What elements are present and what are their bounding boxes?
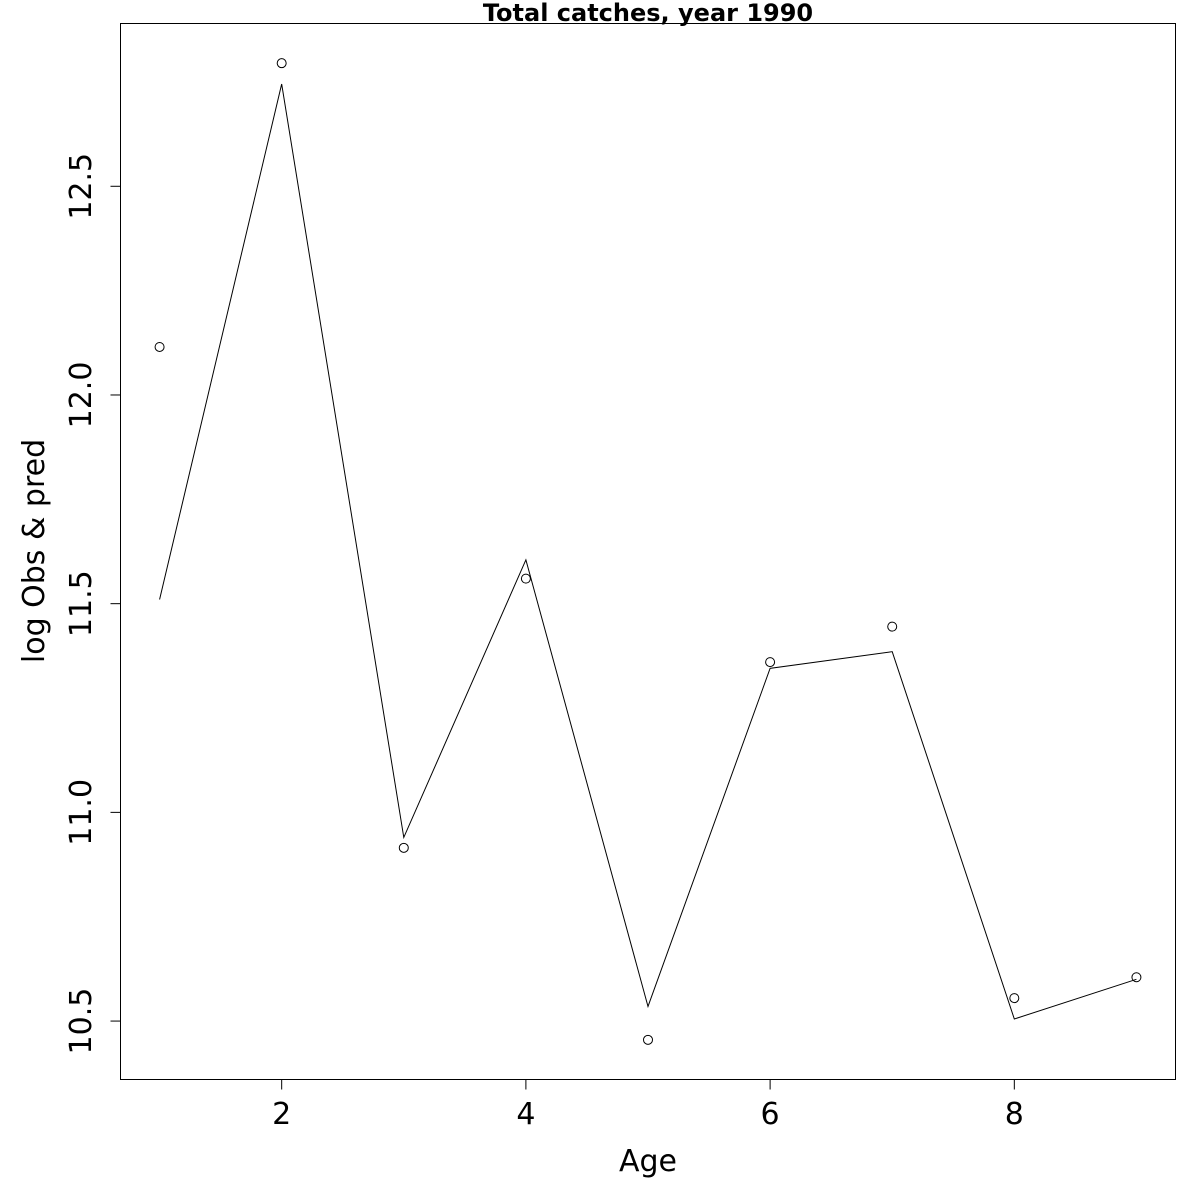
observed-point xyxy=(643,1034,653,1045)
y-tick-label: 11.0 xyxy=(64,779,99,846)
y-tick-label: 12.5 xyxy=(64,153,99,220)
y-axis-label: log Obs & pred xyxy=(17,439,52,663)
x-axis-label: Age xyxy=(619,1144,677,1179)
x-tick-label: 2 xyxy=(272,1097,291,1132)
plot-frame xyxy=(120,23,1176,1080)
observed-point xyxy=(154,341,165,352)
y-tick-label: 12.0 xyxy=(64,362,99,429)
x-tick-label: 8 xyxy=(1005,1097,1024,1132)
y-tick-label: 11.5 xyxy=(64,570,99,637)
observed-point xyxy=(765,657,776,668)
y-axis: 10.5 11.0 11.5 12.0 12.5 xyxy=(64,153,121,1055)
observed-point xyxy=(887,621,898,632)
chart-title: Total catches, year 1990 xyxy=(483,0,813,27)
y-tick-label: 10.5 xyxy=(64,988,99,1055)
x-axis: 2 4 6 8 xyxy=(272,1079,1024,1132)
observed-point xyxy=(398,842,409,853)
observed-point xyxy=(276,58,287,69)
plot-area xyxy=(154,58,1142,1045)
observed-point xyxy=(1009,993,1020,1004)
observed-point xyxy=(520,573,531,584)
x-tick-label: 4 xyxy=(516,1097,535,1132)
observed-point xyxy=(1131,972,1142,983)
x-tick-label: 6 xyxy=(761,1097,780,1132)
predicted-line xyxy=(159,83,1137,1020)
